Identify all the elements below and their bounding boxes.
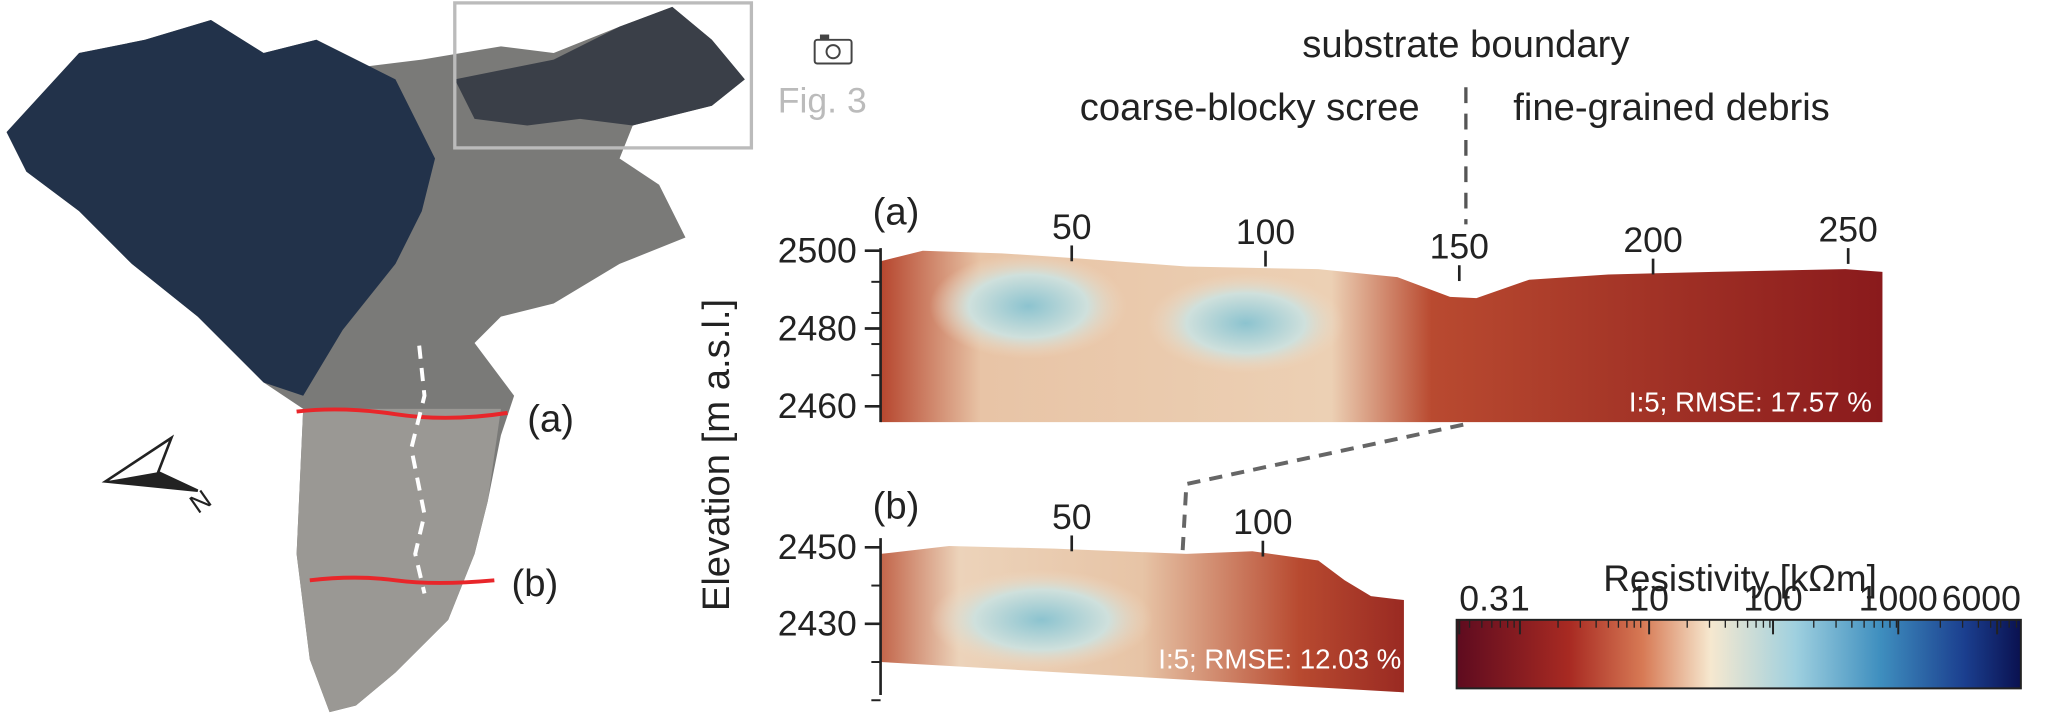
y-tick-label: 2460 <box>778 386 857 426</box>
colorbar-ticks: 0.3 1 10 100 1000 6000 <box>1458 579 2021 635</box>
fit-label: I:5; RMSE: 17.57 % <box>1629 387 1872 418</box>
colorbar-tick-label: 100 <box>1743 579 1802 619</box>
x-tick-label: 50 <box>1052 497 1092 537</box>
y-tick-label: 2430 <box>778 604 857 644</box>
boundary-link <box>1180 422 1464 555</box>
fit-label: I:5; RMSE: 12.03 % <box>1158 644 1401 675</box>
x-tick-label: 200 <box>1623 220 1682 260</box>
colorbar-tick-label: 1000 <box>1859 579 1938 619</box>
x-tick-label: 150 <box>1430 227 1489 267</box>
y-tick-label: 2450 <box>778 527 857 567</box>
profile-b <box>879 538 1404 695</box>
panel-label: (a) <box>873 190 920 233</box>
y-tick-label: 2480 <box>778 308 857 348</box>
colorbar <box>1455 618 2022 690</box>
camera-icon <box>813 34 853 65</box>
x-tick-label: 250 <box>1818 209 1877 249</box>
colorbar-tick-label: 0.3 <box>1459 579 1508 619</box>
zone-label: fine-grained debris <box>1513 86 1830 129</box>
colorbar-tick-label: 10 <box>1629 579 1669 619</box>
profile-a <box>879 248 1883 423</box>
zone-label: coarse-blocky scree <box>1080 86 1420 129</box>
inset-label: Fig. 3 <box>778 80 867 120</box>
y-tick-label: 2500 <box>778 231 857 271</box>
photo-label: (b) <box>511 562 558 605</box>
panel-label: (b) <box>873 484 920 527</box>
colorbar-title: Resistivity [kΩm] <box>1603 558 1877 599</box>
colorbar-tick-label: 1 <box>1510 579 1530 619</box>
x-tick-label: 100 <box>1233 502 1292 542</box>
boundary-label: substrate boundary <box>1302 23 1630 66</box>
x-tick-label: 50 <box>1052 207 1092 247</box>
colorbar-tick-label: 6000 <box>1942 579 2021 619</box>
photo-label: (a) <box>527 397 574 440</box>
y-axis-label: Elevation [m a.s.l.] <box>695 299 738 611</box>
x-tick-label: 100 <box>1236 212 1295 252</box>
photo <box>6 1 754 713</box>
